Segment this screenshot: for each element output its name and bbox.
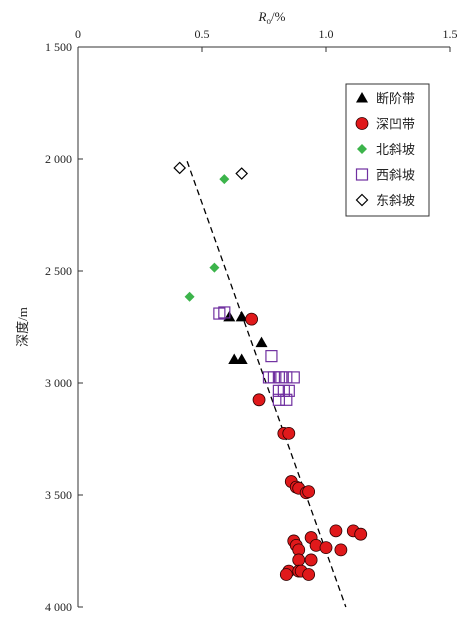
point-series-0 [255,336,268,348]
point-series-1 [302,485,316,499]
point-series-2 [209,262,220,273]
legend-marker-2 [357,144,367,154]
x-axis-title: Ro/% [258,9,286,26]
point-series-3 [282,384,295,397]
y-tick-label: 2 000 [45,152,72,166]
y-tick-label: 1 500 [45,40,72,54]
point-series-4 [173,161,187,175]
point-series-1 [304,553,318,567]
legend-label-1: 深凹带 [376,117,415,132]
point-series-1 [282,426,296,440]
point-series-3 [280,393,293,406]
point-series-1 [319,541,333,555]
point-series-0 [235,353,248,364]
x-tick-label: 1.0 [319,27,334,41]
y-tick-label: 2 500 [45,264,72,278]
point-series-2 [184,291,195,302]
y-tick-label: 4 000 [45,600,72,614]
point-series-1 [279,568,293,581]
point-series-1 [302,568,316,581]
point-series-1 [354,527,368,541]
trendline [186,161,347,608]
point-series-2 [219,174,230,185]
trendline-dashed [186,161,347,608]
point-series-3 [287,371,300,384]
y-tick-label: 3 000 [45,376,72,390]
x-tick-label: 1.5 [443,27,458,41]
point-series-3 [272,393,285,406]
point-series-1 [292,553,306,567]
point-series-3 [218,306,231,319]
legend-label-4: 东斜坡 [376,193,415,208]
point-series-4 [235,167,249,180]
point-series-1 [252,393,266,407]
point-series-3 [280,371,293,384]
y-tick-label: 3 500 [45,488,72,502]
legend-marker-1 [355,117,369,130]
point-series-0 [235,310,248,322]
y-axis-title: 深度/m [15,307,30,347]
legend-marker-0 [356,92,368,103]
data-points [173,161,368,581]
point-series-1 [329,524,343,538]
legend-marker-4 [355,193,369,207]
point-series-1 [245,312,259,326]
x-tick-label: 0 [75,27,81,41]
x-tick-label: 0.5 [195,27,210,41]
legend-marker-3 [355,168,369,181]
point-series-1 [334,543,348,557]
legend-label-0: 断阶带 [376,91,415,106]
legend-label-2: 北斜坡 [376,142,415,157]
legend-label-3: 西斜坡 [376,168,415,183]
axes: 0 0.5 1.0 1.5 Ro/% 1 500 2 000 2 500 3 000 3 500 4… [15,9,458,614]
point-series-3 [265,350,278,363]
